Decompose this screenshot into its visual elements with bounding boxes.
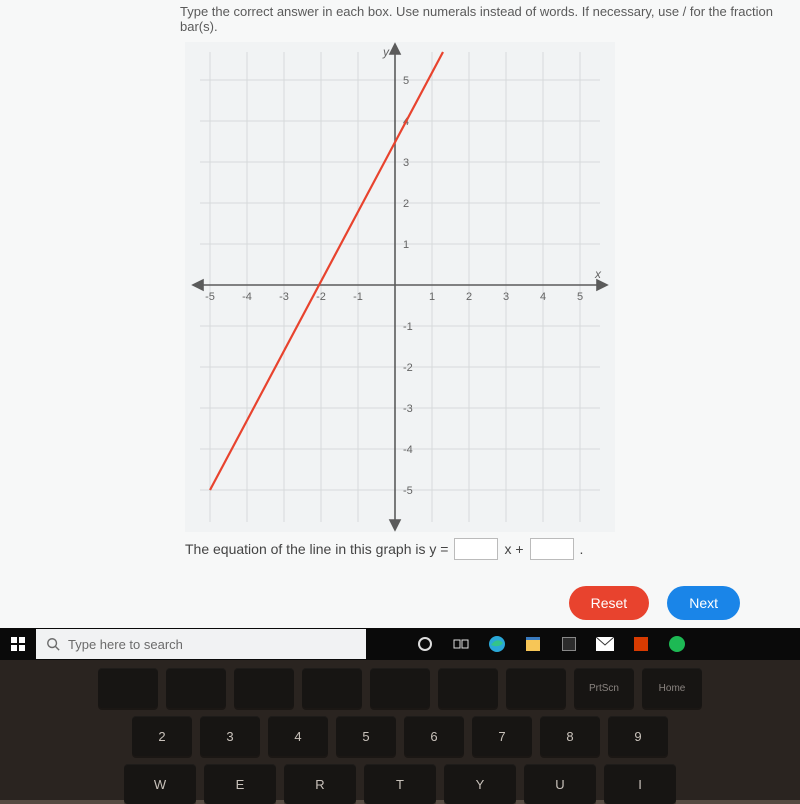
file-explorer-icon[interactable] — [524, 635, 542, 653]
next-button[interactable]: Next — [667, 586, 740, 620]
key-fn — [370, 668, 430, 708]
key-y: Y — [444, 764, 516, 804]
key-t: T — [364, 764, 436, 804]
mail-icon[interactable] — [596, 635, 614, 653]
search-icon — [46, 637, 60, 651]
svg-text:-1: -1 — [353, 291, 363, 303]
key-r: R — [284, 764, 356, 804]
button-row: Reset Next — [0, 560, 800, 620]
equation-row: The equation of the line in this graph i… — [0, 532, 800, 560]
svg-text:4: 4 — [540, 291, 546, 303]
key-3: 3 — [200, 716, 260, 756]
svg-text:-3: -3 — [403, 403, 413, 415]
key-i: I — [604, 764, 676, 804]
taskbar-icons — [366, 628, 800, 660]
key-2: 2 — [132, 716, 192, 756]
search-placeholder: Type here to search — [68, 637, 183, 652]
svg-text:-5: -5 — [205, 291, 215, 303]
key-u: U — [524, 764, 596, 804]
store-icon[interactable] — [560, 635, 578, 653]
key-home: Home — [642, 668, 702, 708]
instructions-text: Type the correct answer in each box. Use… — [0, 0, 800, 42]
key-8: 8 — [540, 716, 600, 756]
key-5: 5 — [336, 716, 396, 756]
key-fn — [98, 668, 158, 708]
svg-text:-2: -2 — [316, 291, 326, 303]
cortana-icon[interactable] — [416, 635, 434, 653]
svg-text:-5: -5 — [403, 485, 413, 497]
screen: Type the correct answer in each box. Use… — [0, 0, 800, 660]
windows-start-button[interactable] — [0, 628, 36, 660]
spotify-icon[interactable] — [668, 635, 686, 653]
line-graph: y x -5 -4 -3 -2 -1 1 2 3 4 5 5 4 3 2 1 — [185, 42, 615, 532]
key-7: 7 — [472, 716, 532, 756]
task-view-icon[interactable] — [452, 635, 470, 653]
svg-text:-1: -1 — [403, 321, 413, 333]
key-fn — [166, 668, 226, 708]
key-prtscn: PrtScn — [574, 668, 634, 708]
key-fn — [438, 668, 498, 708]
office-icon[interactable] — [632, 635, 650, 653]
graph-panel: y x -5 -4 -3 -2 -1 1 2 3 4 5 5 4 3 2 1 — [185, 42, 615, 532]
svg-text:y: y — [382, 45, 390, 59]
key-4: 4 — [268, 716, 328, 756]
key-9: 9 — [608, 716, 668, 756]
svg-text:1: 1 — [429, 291, 435, 303]
taskbar: Type here to search — [0, 628, 800, 660]
svg-text:3: 3 — [403, 157, 409, 169]
equation-suffix: . — [580, 541, 584, 557]
equation-prefix: The equation of the line in this graph i… — [185, 541, 448, 557]
svg-text:5: 5 — [577, 291, 583, 303]
windows-icon — [11, 637, 25, 651]
key-fn — [302, 668, 362, 708]
svg-text:-3: -3 — [279, 291, 289, 303]
taskbar-search[interactable]: Type here to search — [36, 629, 366, 659]
reset-button[interactable]: Reset — [569, 586, 650, 620]
svg-text:-4: -4 — [403, 444, 413, 456]
key-fn — [234, 668, 294, 708]
keyboard: PrtScn Home 2 3 4 5 6 7 8 9 W E R T Y U … — [0, 660, 800, 800]
key-w: W — [124, 764, 196, 804]
svg-text:2: 2 — [403, 198, 409, 210]
key-fn — [506, 668, 566, 708]
svg-text:5: 5 — [403, 75, 409, 87]
svg-text:3: 3 — [503, 291, 509, 303]
intercept-input[interactable] — [530, 538, 574, 560]
svg-text:-4: -4 — [242, 291, 252, 303]
equation-mid: x + — [504, 541, 523, 557]
svg-text:2: 2 — [466, 291, 472, 303]
svg-text:-2: -2 — [403, 362, 413, 374]
key-e: E — [204, 764, 276, 804]
edge-icon[interactable] — [488, 635, 506, 653]
key-6: 6 — [404, 716, 464, 756]
slope-input[interactable] — [454, 538, 498, 560]
svg-text:x: x — [594, 267, 602, 281]
svg-text:1: 1 — [403, 239, 409, 251]
